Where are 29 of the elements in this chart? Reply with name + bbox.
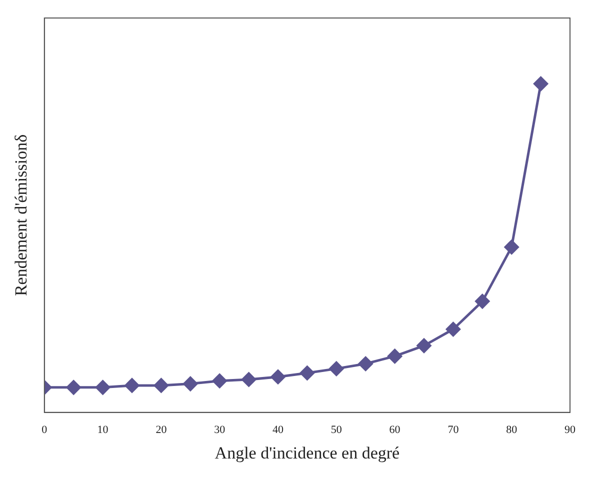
x-tick-label: 30 [214, 424, 226, 436]
point [66, 380, 81, 395]
point [329, 361, 344, 376]
point [212, 374, 227, 388]
x-tick-label: 10 [97, 424, 109, 436]
point [96, 380, 110, 395]
point [242, 372, 256, 387]
x-tick-label: 60 [389, 424, 401, 436]
y-axis-title: Rendement d'émissionδ [12, 134, 31, 296]
x-axis-title: Angle d'incidence en degré [214, 443, 400, 462]
point [183, 376, 198, 392]
x-tick-label: 0 [42, 424, 48, 436]
point [270, 370, 286, 384]
point [534, 76, 548, 91]
x-tick-label: 50 [330, 424, 342, 436]
x-tick-label: 90 [564, 424, 576, 436]
point [446, 322, 460, 336]
x-tick-label: 70 [448, 424, 460, 436]
x-tick-label: 20 [156, 424, 168, 436]
point [475, 294, 490, 309]
x-tick-label: 40 [272, 424, 284, 436]
point [388, 348, 402, 364]
point [358, 356, 373, 372]
point [124, 378, 140, 393]
point [504, 240, 519, 254]
point [154, 378, 168, 393]
point [416, 338, 432, 353]
point [300, 366, 314, 380]
x-tick-label: 80 [506, 424, 518, 436]
